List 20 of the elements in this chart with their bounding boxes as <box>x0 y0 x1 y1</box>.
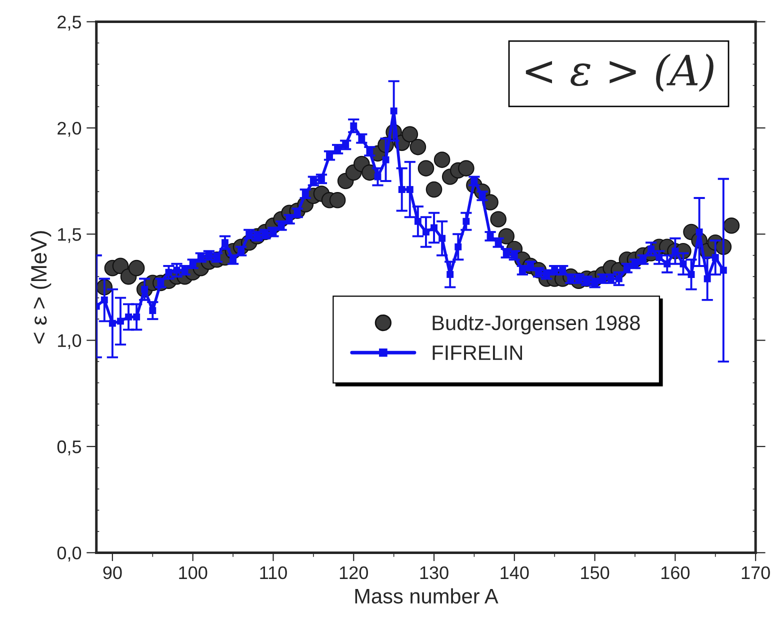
y-axis-title: < ε > (MeV) <box>30 231 52 344</box>
y-tick-label: 2,5 <box>58 16 82 31</box>
x-tick-label: 170 <box>742 566 770 580</box>
x-tick-label: 130 <box>420 566 448 580</box>
legend-label: FIFRELIN <box>432 346 522 360</box>
y-tick-label: 1,0 <box>58 334 82 350</box>
legend-label: Budtz-Jorgensen 1988 <box>432 314 640 334</box>
x-tick-label: 120 <box>340 566 368 580</box>
x-tick-label: 90 <box>103 566 122 580</box>
annotation: < ε > (A) <box>526 54 714 92</box>
x-tick-label: 110 <box>260 566 287 580</box>
y-tick-label: 1,5 <box>58 228 82 243</box>
x-tick-label: 160 <box>662 566 690 580</box>
x-axis-title: Mass number A <box>355 588 498 604</box>
x-tick-label: 140 <box>500 566 529 580</box>
x-tick-label: 150 <box>581 566 610 580</box>
y-tick-label: 0,0 <box>57 546 82 562</box>
y-tick-label: 0,5 <box>57 440 82 456</box>
x-tick-label: 100 <box>179 566 208 580</box>
y-tick-label: 2,0 <box>58 122 82 137</box>
